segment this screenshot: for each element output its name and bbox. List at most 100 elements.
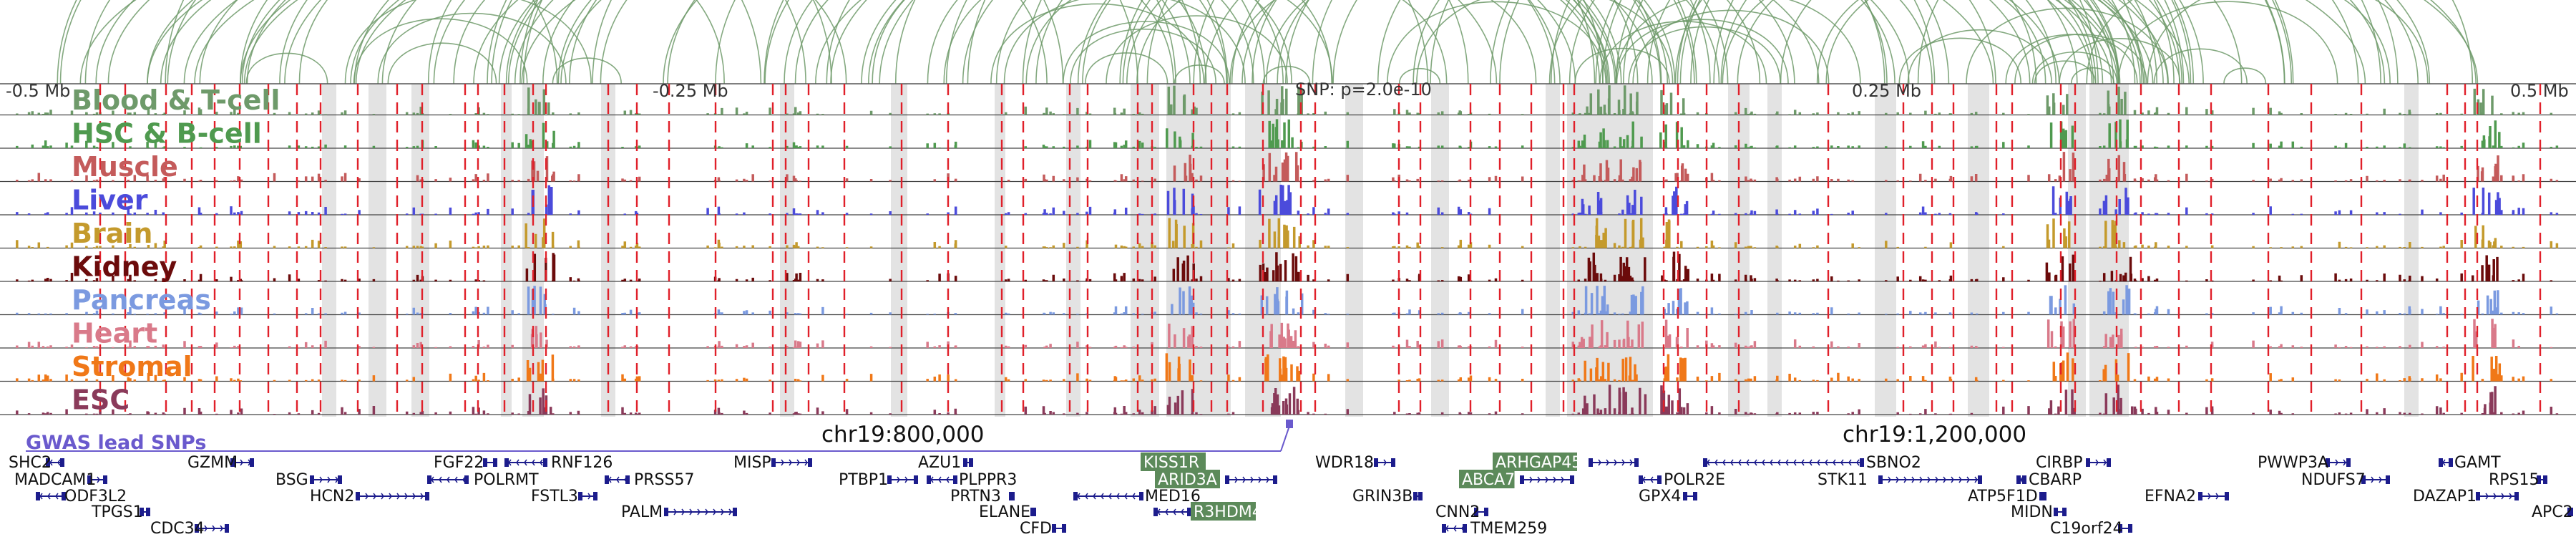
gene-label: PRSS57 (634, 471, 694, 489)
highlight-band (322, 84, 336, 417)
highlight-band (411, 84, 429, 417)
gene-exon (427, 475, 431, 484)
track-label-9: Stromal (72, 351, 192, 382)
axis-tick-label-2: -0.25 Mb (653, 81, 728, 101)
highlight-band (601, 84, 615, 417)
signal-track-1 (0, 85, 2576, 116)
loop-arc (1174, 64, 1225, 84)
gene-exon (195, 524, 199, 533)
gene-label: CIRBP (2036, 454, 2083, 472)
loop-arc (1398, 68, 1441, 84)
loop-arc (1548, 0, 1933, 84)
gene-exon (2042, 492, 2046, 500)
gene-exon (1657, 475, 1662, 484)
highlight-band (501, 84, 512, 417)
gene-exon (963, 458, 967, 467)
gene-exon (1139, 492, 1143, 500)
loop-arc (487, 0, 1064, 84)
red-dashed-markers (99, 84, 2542, 417)
signal-peaks (16, 185, 2559, 215)
gene-exon (146, 508, 150, 516)
gwas-track: chr19:800,000 chr19:1,200,000 GWAS lead … (26, 420, 2026, 454)
gene-exon (2326, 458, 2330, 467)
loop-arc (165, 0, 832, 84)
gene-exon (2022, 475, 2026, 484)
gene-exon (1187, 508, 1191, 516)
highlight-band (1767, 84, 1782, 417)
gene-label: BSG (275, 471, 308, 489)
highlight-band (369, 84, 386, 417)
gene-elane: ELANE (979, 503, 1036, 521)
highlight-band (1968, 84, 1989, 417)
gene-label: POLR2E (1664, 471, 1725, 489)
loop-arc (57, 0, 762, 84)
highlight-band (780, 84, 794, 417)
gene-label: MIDN (2011, 503, 2053, 521)
gene-cirbp: CIRBP (2036, 454, 2111, 472)
loop-arc (1106, 15, 1288, 84)
highlight-band (1131, 84, 1159, 417)
signal-tracks (0, 83, 2576, 415)
loop-arc (990, 3, 1205, 84)
gene-exon (1634, 458, 1639, 467)
gene-exon (1010, 492, 1015, 500)
signal-peaks (16, 319, 2553, 348)
gene-exon (1153, 508, 1158, 516)
loop-arc (2223, 67, 2267, 84)
gene-exon (1391, 458, 1395, 467)
loop-arc (1229, 0, 1537, 84)
gene-med16: MED16 (1073, 488, 1201, 505)
gene-exon (1225, 475, 1229, 484)
loop-arc (1430, 0, 2099, 84)
track-label-2: HSC & B-cell (72, 118, 262, 150)
gene-label: PALM (621, 503, 663, 521)
gene-exon (1878, 475, 1883, 484)
loop-arc (298, 0, 725, 84)
loop-arc (1966, 7, 2169, 84)
loop-arc (1574, 47, 1670, 84)
loop-arc (1616, 19, 1789, 84)
gwas-connector (1280, 423, 1291, 452)
gene-exon (356, 492, 360, 500)
highlight-band (1066, 84, 1080, 417)
gene-exon (2107, 458, 2111, 467)
highlight-band (2404, 84, 2419, 417)
gene-label: CDC34 (150, 520, 205, 537)
loop-arc (1780, 0, 2180, 84)
gene-azu1: AZU1 (918, 454, 973, 472)
track-label-4: Liver (72, 185, 148, 216)
signal-track-7 (0, 285, 2576, 316)
loop-arc (557, 0, 1761, 84)
gene-exon (493, 458, 497, 467)
gene-apc2: APC2 (2532, 503, 2573, 521)
gene-exon (1052, 524, 1056, 533)
loop-arc (784, 0, 1207, 84)
loop-arc (1599, 21, 1767, 84)
gene-plppr3: PLPPR3 (927, 471, 1017, 489)
gene-exon (62, 492, 66, 500)
gene-exon (605, 475, 609, 484)
gene-label: MISP (733, 454, 771, 472)
gene-exon (2537, 475, 2541, 484)
gene-label: GRIN3B (1352, 488, 1413, 505)
gene-exon (2118, 524, 2122, 533)
highlight-band (995, 84, 1005, 417)
gene-label: ELANE (979, 503, 1030, 521)
track-label-3: Muscle (72, 151, 178, 183)
loop-arc (1737, 0, 2094, 84)
highlight-band (1728, 84, 1750, 417)
gene-sbno2: SBNO2 (1703, 454, 1921, 472)
gene-label: EFNA2 (2145, 488, 2196, 505)
gene-exon (2543, 475, 2547, 484)
gene-exon (664, 508, 668, 516)
gene-exon (250, 458, 254, 467)
gene-arhgap45: ARHGAP45 (1493, 453, 1639, 472)
gene-exon (338, 475, 342, 484)
gene-exon (2039, 492, 2044, 500)
gene-exon (593, 492, 597, 500)
gene-abca7: ABCA7 (1459, 470, 1574, 489)
gene-label: DAZAP1 (2413, 488, 2477, 505)
gene-label-highlight (1191, 502, 1256, 521)
loop-arc (387, 42, 497, 84)
